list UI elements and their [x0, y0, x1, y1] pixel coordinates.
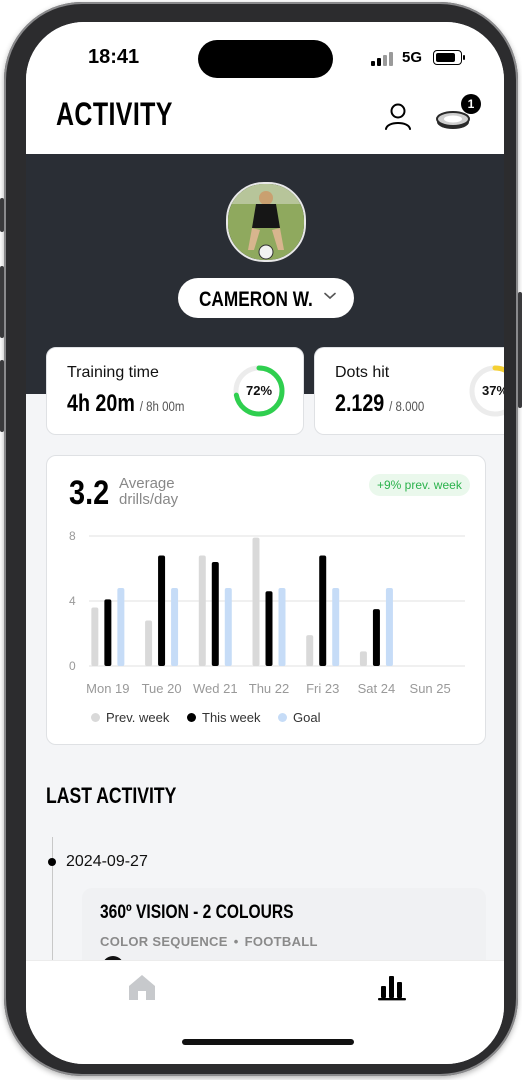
x-tick-label: Mon 19 [86, 681, 129, 696]
bar-this-week [211, 562, 219, 666]
bar-goal [278, 588, 286, 666]
dots-hit-label: Dots hit [335, 364, 390, 381]
dots-hit-goal: / 8.000 [389, 398, 425, 414]
legend-prev-week: Prev. week [91, 710, 169, 725]
y-tick-label: 8 [69, 529, 76, 543]
training-time-percent: 72% [245, 383, 273, 398]
bar-prev-week [359, 651, 367, 666]
trend-badge: +9% prev. week [369, 474, 470, 496]
x-tick-label: Sun 25 [410, 681, 451, 696]
activity-tags: COLOR SEQUENCE • FOOTBALL [100, 934, 318, 949]
training-time-label: Training time [67, 364, 159, 381]
dots-hit-ring: 37% [467, 363, 504, 419]
last-activity-title: LAST ACTIVITY [46, 783, 177, 808]
training-time-card[interactable]: Training time 4h 20m/ 8h 00m 72% [46, 347, 304, 435]
battery-icon [433, 50, 465, 65]
bar-prev-week [145, 620, 153, 666]
tab-stats[interactable] [376, 973, 408, 1001]
x-tick-label: Fri 23 [306, 681, 339, 696]
dots-hit-card[interactable]: Dots hit 2.129/ 8.000 37% [314, 347, 504, 435]
device-icon [436, 111, 470, 129]
user-icon [385, 103, 411, 130]
tab-home[interactable] [126, 973, 158, 1001]
timeline-dot [48, 858, 56, 866]
training-time-goal: / 8h 00m [139, 398, 185, 414]
timeline-line [52, 837, 53, 977]
volume-down-button [0, 360, 4, 432]
activity-date: 2024-09-27 [66, 853, 148, 870]
bar-goal [385, 588, 393, 666]
bar-this-week [158, 555, 166, 666]
x-tick-label: Thu 22 [249, 681, 289, 696]
y-tick-label: 4 [69, 594, 76, 608]
drills-chart-card: 3.2 Average drills/day +9% prev. week 8 4… [46, 455, 486, 745]
bar-this-week [372, 609, 380, 666]
legend-this-week: This week [187, 710, 261, 725]
dynamic-island [198, 40, 333, 78]
profile-button[interactable] [384, 102, 412, 132]
legend-goal: Goal [278, 710, 320, 725]
signal-icon [371, 52, 397, 66]
mute-switch [0, 198, 4, 232]
profile-selector[interactable]: CAMERON W. [178, 278, 354, 318]
screen: 18:41 5G ACTIVITY [26, 22, 504, 1064]
activity-tag: FOOTBALL [244, 934, 318, 949]
bar-prev-week [198, 555, 206, 666]
status-time: 18:41 [88, 46, 140, 68]
bar-prev-week [91, 607, 99, 666]
bar-goal [332, 588, 340, 666]
status-bar: 18:41 5G [26, 22, 504, 92]
bar-this-week [319, 555, 327, 666]
x-tick-label: Sat 24 [358, 681, 396, 696]
drills-bar-chart: 8 4 0 Mon 19 Tue 20 Wed 21 Thu 22 Fri 23 Sat 24 S… [69, 529, 465, 696]
home-indicator [182, 1039, 354, 1045]
device-button[interactable] [436, 102, 472, 132]
volume-up-button [0, 266, 4, 338]
activity-title: 360º VISION - 2 COLOURS [100, 902, 294, 923]
tab-bar [26, 960, 504, 1064]
notification-badge: 1 [461, 94, 481, 114]
y-tick-label: 0 [69, 659, 76, 673]
avatar[interactable] [226, 182, 306, 262]
bar-prev-week [252, 537, 260, 666]
training-time-ring: 72% [231, 363, 287, 419]
home-icon [129, 975, 155, 1000]
bar-goal [171, 588, 179, 666]
stats-icon [378, 976, 406, 1001]
average-drills-value: 3.2 [69, 474, 110, 512]
activity-tag: COLOR SEQUENCE [100, 934, 228, 949]
training-time-value: 4h 20m/ 8h 00m [67, 390, 185, 417]
chevron-down-icon [324, 292, 336, 300]
page-title: ACTIVITY [56, 96, 173, 132]
bar-this-week [104, 599, 112, 666]
app-header: ACTIVITY 1 [26, 92, 504, 154]
dots-hit-percent: 37% [481, 383, 504, 398]
bar-this-week [265, 591, 273, 666]
bar-goal [117, 588, 125, 666]
bar-prev-week [306, 635, 314, 666]
x-tick-label: Tue 20 [142, 681, 182, 696]
average-drills-caption: Average drills/day [119, 475, 179, 508]
bar-goal [224, 588, 232, 666]
network-type: 5G [402, 49, 423, 66]
x-tick-label: Wed 21 [193, 681, 238, 696]
dots-hit-value: 2.129/ 8.000 [335, 390, 425, 417]
profile-name: CAMERON W. [199, 288, 313, 311]
avatar-photo [228, 184, 304, 260]
power-button [518, 292, 522, 408]
